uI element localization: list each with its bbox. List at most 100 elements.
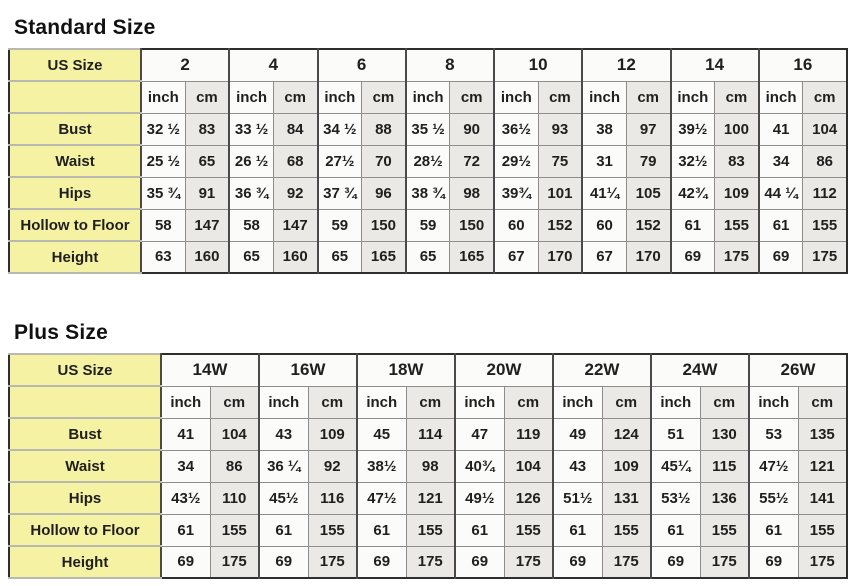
measurement-cell: 43 [552, 449, 603, 483]
measurement-cell: 47½ [356, 481, 407, 515]
unit-header-cm: cm [503, 385, 554, 419]
measurement-cell: 61 [757, 208, 804, 242]
measurement-cell: 101 [537, 176, 583, 210]
measurement-cell: 104 [209, 417, 260, 451]
size-header-2: 2 [139, 48, 230, 82]
unit-header-inch: inch [581, 80, 627, 114]
measurement-cell: 53½ [650, 481, 701, 515]
measurement-cell: 175 [699, 545, 750, 579]
measurement-cell: 69 [669, 240, 716, 274]
measurement-cell: 155 [503, 513, 554, 547]
measurement-cell: 53 [748, 417, 799, 451]
row-label-hips: Hips [8, 176, 142, 210]
unit-header-cm: cm [714, 80, 760, 114]
measurement-cell: 41 [757, 112, 804, 146]
measurement-cell: 147 [184, 208, 230, 242]
measurement-cell: 155 [714, 208, 760, 242]
unit-header-cm: cm [307, 385, 358, 419]
measurement-cell: 105 [625, 176, 672, 210]
measurement-cell: 165 [449, 240, 495, 274]
measurement-cell: 175 [601, 545, 652, 579]
measurement-cell: 59 [404, 208, 451, 242]
measurement-cell: 152 [537, 208, 583, 242]
unit-header-inch: inch [492, 80, 539, 114]
measurement-cell: 45¼ [650, 449, 701, 483]
size-header-4: 4 [228, 48, 319, 82]
unit-header-cm: cm [625, 80, 672, 114]
row-label-hips: Hips [8, 481, 162, 515]
measurement-cell: 79 [625, 144, 672, 178]
measurement-cell: 59 [316, 208, 363, 242]
measurement-cell: 83 [714, 144, 760, 178]
size-header-14: 14 [669, 48, 760, 82]
measurement-cell: 37 ¾ [316, 176, 363, 210]
measurement-cell: 155 [307, 513, 358, 547]
measurement-cell: 91 [184, 176, 230, 210]
measurement-cell: 92 [272, 176, 319, 210]
measurement-cell: 32½ [669, 144, 716, 178]
unit-header-inch: inch [650, 385, 701, 419]
unit-header-inch: inch [404, 80, 451, 114]
table-row-height: Height 63 160 65 160 65 165 65 165 67 170 67 170 69 17… [8, 240, 848, 274]
measurement-cell: 112 [802, 176, 848, 210]
unit-header-cm: cm [361, 80, 407, 114]
unit-header-inch: inch [669, 80, 716, 114]
measurement-cell: 69 [356, 545, 407, 579]
measurement-cell: 61 [552, 513, 603, 547]
measurement-cell: 121 [405, 481, 456, 515]
measurement-cell: 86 [802, 144, 848, 178]
size-header-20w: 20W [454, 353, 554, 387]
unit-header-cm: cm [699, 385, 750, 419]
units-corner-cell [8, 80, 142, 114]
unit-header-cm: cm [537, 80, 583, 114]
measurement-cell: 131 [601, 481, 652, 515]
unit-header-inch: inch [160, 385, 211, 419]
unit-header-cm: cm [184, 80, 230, 114]
measurement-cell: 83 [184, 112, 230, 146]
measurement-cell: 135 [797, 417, 848, 451]
unit-header-inch: inch [748, 385, 799, 419]
measurement-cell: 38½ [356, 449, 407, 483]
measurement-cell: 121 [797, 449, 848, 483]
measurement-cell: 69 [258, 545, 309, 579]
measurement-cell: 110 [209, 481, 260, 515]
measurement-cell: 49½ [454, 481, 505, 515]
measurement-cell: 109 [307, 417, 358, 451]
measurement-cell: 175 [802, 240, 848, 274]
table-row-hollow-to-floor: Hollow to Floor 58 147 58 147 59 150 59 150 60 152… [8, 208, 848, 242]
measurement-cell: 36½ [492, 112, 539, 146]
measurement-cell: 58 [228, 208, 274, 242]
row-label-waist: Waist [8, 144, 142, 178]
measurement-cell: 28½ [404, 144, 451, 178]
measurement-cell: 97 [625, 112, 672, 146]
unit-header-cm: cm [209, 385, 260, 419]
unit-header-cm: cm [449, 80, 495, 114]
table-row-hollow-to-floor: Hollow to Floor 61 155 61 155 61 155 61 155 61 155… [8, 513, 848, 547]
unit-header-cm: cm [601, 385, 652, 419]
standard-size-title: Standard Size [14, 16, 156, 39]
measurement-cell: 47 [454, 417, 505, 451]
measurement-cell: 98 [449, 176, 495, 210]
measurement-cell: 93 [537, 112, 583, 146]
measurement-cell: 45½ [258, 481, 309, 515]
measurement-cell: 104 [503, 449, 554, 483]
measurement-cell: 155 [405, 513, 456, 547]
measurement-cell: 65 [184, 144, 230, 178]
measurement-cell: 155 [601, 513, 652, 547]
measurement-cell: 152 [625, 208, 672, 242]
unit-header-cm: cm [802, 80, 848, 114]
measurement-cell: 175 [503, 545, 554, 579]
measurement-cell: 63 [139, 240, 186, 274]
size-header-24w: 24W [650, 353, 750, 387]
measurement-cell: 84 [272, 112, 319, 146]
measurement-cell: 130 [699, 417, 750, 451]
measurement-cell: 61 [356, 513, 407, 547]
measurement-cell: 70 [361, 144, 407, 178]
measurement-cell: 36 ¼ [258, 449, 309, 483]
measurement-cell: 61 [650, 513, 701, 547]
measurement-cell: 36 ¾ [228, 176, 274, 210]
measurement-cell: 43½ [160, 481, 211, 515]
measurement-cell: 31 [581, 144, 627, 178]
measurement-cell: 90 [449, 112, 495, 146]
measurement-cell: 109 [601, 449, 652, 483]
